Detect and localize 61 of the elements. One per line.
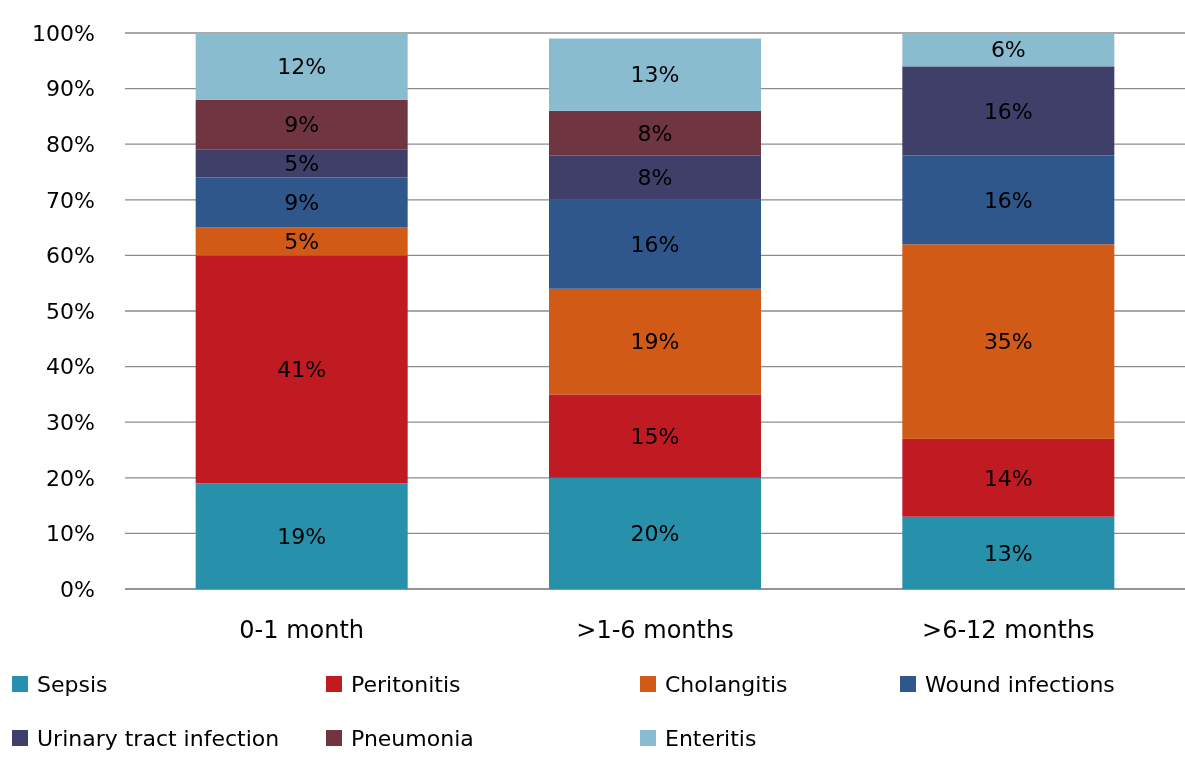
y-tick-label: 90% xyxy=(46,76,95,102)
y-tick-label: 20% xyxy=(46,465,95,491)
y-tick-label: 10% xyxy=(46,521,95,547)
data-label: 16% xyxy=(983,98,1033,124)
data-label: 13% xyxy=(983,540,1033,566)
legend-label: Wound infections xyxy=(925,671,1115,697)
data-label: 5% xyxy=(284,229,320,255)
bar xyxy=(902,244,1115,439)
legend-label: Enteritis xyxy=(665,725,757,751)
y-tick-label: 100% xyxy=(32,20,95,46)
data-label: 16% xyxy=(630,231,680,257)
bar xyxy=(195,99,408,150)
x-tick-label: 0-1 month xyxy=(239,616,365,644)
bar xyxy=(902,516,1115,589)
data-label: 13% xyxy=(630,62,680,88)
data-label: 19% xyxy=(630,329,680,355)
bar xyxy=(195,149,408,178)
bar xyxy=(549,110,761,156)
bar xyxy=(902,155,1115,245)
data-label: 5% xyxy=(284,151,320,177)
bar xyxy=(902,33,1115,67)
y-tick-label: 40% xyxy=(46,354,95,380)
y-tick-label: 60% xyxy=(46,243,95,269)
legend-label: Peritonitis xyxy=(351,671,461,697)
y-tick-label: 0% xyxy=(60,576,95,602)
data-label: 12% xyxy=(277,54,327,80)
data-label: 6% xyxy=(990,37,1026,63)
data-label: 15% xyxy=(630,423,680,449)
bar xyxy=(549,477,761,589)
data-label: 9% xyxy=(284,190,320,216)
y-tick-label: 50% xyxy=(46,298,95,324)
y-tick-label: 70% xyxy=(46,187,95,213)
data-label: 35% xyxy=(983,329,1033,355)
bar xyxy=(195,483,408,589)
bar xyxy=(549,38,761,111)
bar xyxy=(195,255,408,484)
legend-label: Pneumonia xyxy=(351,725,474,751)
data-label: 14% xyxy=(983,465,1033,491)
bar xyxy=(549,199,761,289)
data-label: 19% xyxy=(277,523,327,549)
y-tick-label: 80% xyxy=(46,131,95,157)
data-label: 8% xyxy=(637,120,673,146)
bar xyxy=(195,33,408,100)
bar xyxy=(195,177,408,228)
bar xyxy=(549,288,761,395)
data-label: 8% xyxy=(637,165,673,191)
legend-label: Urinary tract infection xyxy=(37,725,280,751)
bar xyxy=(195,227,408,256)
x-tick-label: >6-12 months xyxy=(922,616,1095,644)
legend-label: Sepsis xyxy=(37,671,108,697)
data-label: 9% xyxy=(284,112,320,138)
data-label: 16% xyxy=(983,187,1033,213)
bar xyxy=(902,66,1115,156)
bar xyxy=(902,438,1115,517)
legend-label: Cholangitis xyxy=(665,671,788,697)
data-label: 20% xyxy=(630,521,680,547)
data-label: 41% xyxy=(277,357,327,383)
bar xyxy=(549,155,761,200)
y-tick-label: 30% xyxy=(46,409,95,435)
bar xyxy=(549,394,761,478)
x-tick-label: >1-6 months xyxy=(576,616,734,644)
